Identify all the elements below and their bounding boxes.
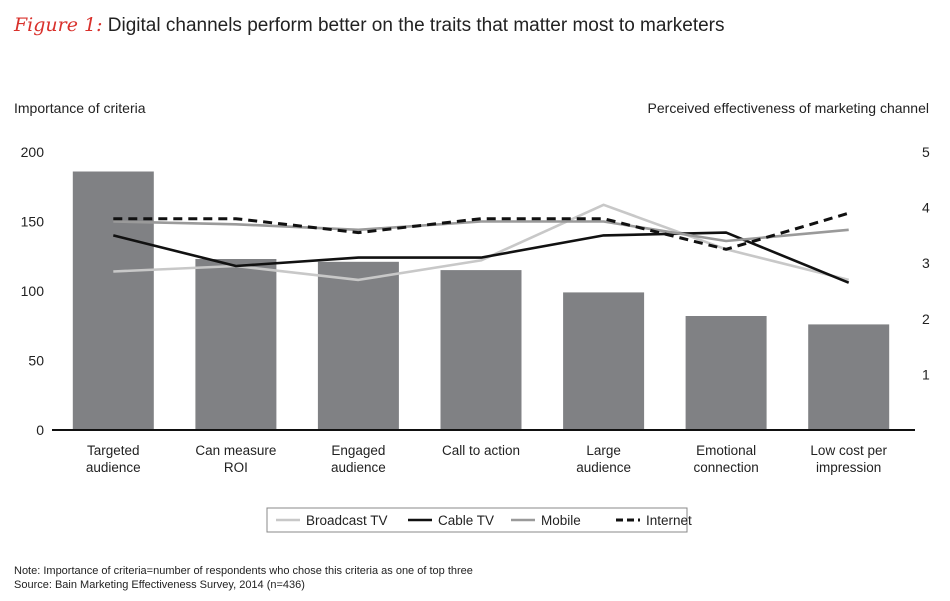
right-axis-ticks: 1 2 3 4 5 bbox=[922, 144, 930, 382]
bar-3 bbox=[440, 270, 522, 430]
left-tick-0: 0 bbox=[36, 422, 44, 438]
bar-0 bbox=[72, 171, 154, 430]
figure-title-text: Digital channels perform better on the t… bbox=[107, 15, 725, 36]
left-tick-1: 50 bbox=[28, 353, 44, 369]
bar-5 bbox=[685, 316, 767, 430]
legend-label-1: Cable TV bbox=[438, 513, 494, 528]
left-tick-4: 200 bbox=[21, 144, 45, 160]
right-axis-label: Perceived effectiveness of marketing cha… bbox=[648, 100, 929, 116]
category-label-3: Call to action bbox=[442, 443, 520, 458]
bars-layer bbox=[72, 171, 890, 430]
lines-layer bbox=[112, 203, 850, 284]
category-label-2: Engaged audience bbox=[331, 443, 386, 475]
legend: Broadcast TV Cable TV Mobile Internet bbox=[266, 507, 692, 533]
series-line-3 bbox=[113, 211, 850, 251]
right-tick-1: 2 bbox=[922, 311, 930, 327]
bar-6 bbox=[808, 324, 890, 430]
left-axis-label: Importance of criteria bbox=[14, 100, 146, 116]
category-labels: Targeted audience Can measure ROI Engaged aud… bbox=[86, 443, 888, 475]
legend-label-2: Mobile bbox=[541, 513, 581, 528]
left-axis-ticks: 0 50 100 150 200 bbox=[21, 144, 45, 438]
legend-label-0: Broadcast TV bbox=[306, 513, 388, 528]
right-tick-2: 3 bbox=[922, 255, 930, 271]
category-label-1: Can measure ROI bbox=[195, 443, 276, 475]
left-tick-3: 150 bbox=[21, 214, 45, 230]
source-text: Source: Bain Marketing Effectiveness Sur… bbox=[14, 579, 305, 591]
category-label-0: Targeted audience bbox=[86, 443, 141, 475]
legend-label-3: Internet bbox=[646, 513, 692, 528]
category-label-6: Low cost per impression bbox=[810, 443, 887, 475]
category-label-4: Large audience bbox=[576, 443, 631, 475]
footnotes: Note: Importance of criteria=number of r… bbox=[14, 564, 473, 592]
chart: Importance of criteria Perceived effecti… bbox=[14, 100, 930, 533]
right-tick-4: 5 bbox=[922, 144, 930, 160]
category-label-5: Emotional connection bbox=[693, 443, 758, 475]
right-tick-0: 1 bbox=[922, 366, 930, 382]
series-line-1 bbox=[112, 231, 850, 284]
bar-2 bbox=[317, 261, 399, 430]
note-text: Note: Importance of criteria=number of r… bbox=[14, 565, 473, 577]
right-tick-3: 4 bbox=[922, 200, 930, 216]
series-line-2 bbox=[113, 220, 849, 243]
figure-label: Figure 1: bbox=[14, 14, 103, 36]
bar-4 bbox=[563, 292, 645, 430]
figure-title: Figure 1: Digital channels perform bette… bbox=[14, 14, 725, 37]
bar-1 bbox=[195, 259, 277, 430]
left-tick-2: 100 bbox=[21, 283, 45, 299]
